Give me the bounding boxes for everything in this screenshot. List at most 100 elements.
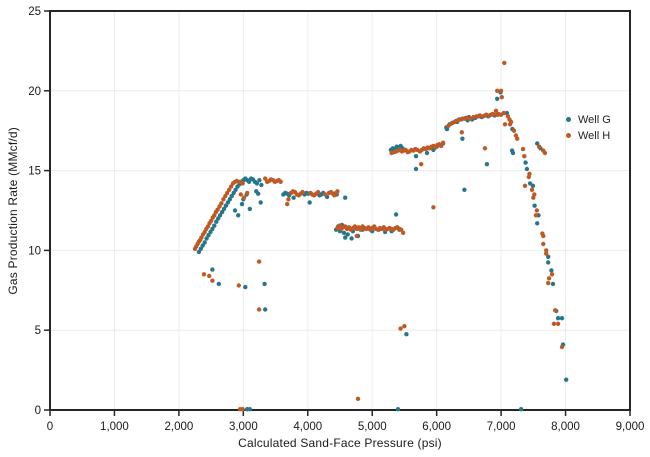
data-point-well-h	[498, 88, 504, 94]
data-point-well-h	[217, 204, 222, 209]
data-point-well-h	[300, 189, 305, 195]
svg-text:9,000: 9,000	[616, 421, 645, 433]
data-point-well-h	[459, 130, 464, 135]
data-point-well-g	[233, 187, 238, 192]
data-point-well-g	[349, 236, 354, 241]
data-point-well-h	[490, 111, 495, 117]
data-point-well-h	[241, 195, 247, 200]
data-point-well-h	[286, 197, 291, 202]
data-point-well-h	[245, 190, 250, 196]
data-point-well-g	[210, 267, 215, 272]
data-point-well-g	[227, 197, 232, 202]
data-point-well-g	[424, 150, 430, 156]
data-point-well-g	[225, 200, 231, 205]
svg-text:10: 10	[28, 245, 41, 257]
data-point-well-h	[541, 241, 546, 247]
y-axis-tick-labels: 0 5 10 15 20 25	[28, 6, 41, 417]
data-point-well-h	[477, 113, 482, 118]
data-point-well-g	[239, 201, 245, 207]
data-point-well-h	[546, 276, 552, 281]
data-point-well-h	[534, 208, 540, 213]
data-point-well-g	[550, 281, 556, 287]
data-point-well-h	[551, 321, 557, 326]
data-point-well-h	[482, 146, 488, 151]
data-point-well-g	[518, 407, 524, 412]
svg-text:0: 0	[35, 405, 41, 417]
data-point-well-g	[484, 162, 490, 167]
legend-label-well-g: Well G	[578, 113, 611, 126]
data-point-well-g	[343, 235, 348, 240]
data-point-well-h	[355, 396, 361, 401]
y-axis-title-wrap: Gas Production Rate (MMcf/d)	[2, 11, 24, 410]
svg-text:15: 15	[28, 166, 41, 178]
data-point-well-h	[223, 193, 228, 199]
data-point-well-g	[214, 219, 219, 224]
data-point-well-h	[515, 136, 520, 141]
well-g-marker-icon	[566, 117, 571, 122]
legend-label-well-h: Well H	[578, 129, 611, 142]
data-point-well-g	[246, 179, 252, 184]
data-point-well-g	[462, 187, 467, 192]
data-point-well-h	[541, 233, 546, 239]
svg-text:4,000: 4,000	[293, 421, 322, 433]
y-axis-title: Gas Production Rate (MMcf/d)	[6, 126, 20, 295]
data-point-well-g	[413, 166, 419, 172]
data-point-well-g	[393, 212, 399, 217]
data-point-well-g	[229, 193, 234, 199]
svg-text:1,000: 1,000	[100, 421, 129, 433]
data-point-well-g	[236, 213, 241, 218]
svg-text:8,000: 8,000	[551, 421, 580, 433]
data-point-well-g	[555, 316, 561, 321]
data-point-well-g	[254, 181, 260, 186]
legend-item-well-h: Well H	[566, 128, 611, 143]
data-point-well-g	[341, 230, 347, 235]
data-point-well-h	[240, 407, 245, 412]
gridlines	[50, 11, 630, 410]
data-point-well-g	[546, 260, 551, 265]
data-point-well-h	[402, 324, 407, 329]
data-point-well-g	[404, 332, 409, 337]
data-point-well-h	[431, 205, 436, 210]
data-point-well-g	[216, 216, 221, 221]
data-point-well-g	[204, 236, 209, 241]
data-point-well-h	[285, 201, 290, 207]
data-point-well-h	[507, 122, 513, 127]
x-axis-tick-labels: 0 1,000 2,000 3,000 4,000 5,000 6,000 7,000 8,00…	[47, 421, 645, 433]
data-point-well-g	[510, 150, 516, 156]
data-point-well-h	[529, 187, 535, 192]
data-point-well-h	[337, 223, 342, 228]
data-point-well-h	[398, 326, 403, 331]
data-point-well-h	[455, 118, 461, 123]
data-point-well-h	[536, 144, 542, 149]
well-h-marker-icon	[566, 133, 571, 138]
data-point-well-h	[238, 192, 243, 197]
data-point-well-g	[223, 203, 229, 208]
data-point-well-h	[522, 183, 528, 188]
data-point-well-h	[207, 273, 212, 279]
data-point-well-g	[546, 254, 551, 259]
data-point-well-h	[236, 283, 241, 288]
data-point-well-h	[532, 192, 537, 197]
data-point-well-h	[419, 162, 424, 167]
svg-text:5: 5	[35, 325, 41, 337]
data-point-well-g	[559, 316, 565, 321]
svg-text:0: 0	[47, 421, 53, 433]
data-point-well-g	[395, 407, 401, 412]
data-point-well-g	[262, 281, 267, 287]
data-point-well-h	[501, 110, 506, 116]
data-point-well-h	[323, 192, 328, 197]
data-point-well-h	[240, 181, 245, 186]
data-point-well-g	[564, 377, 569, 382]
data-point-well-g	[232, 208, 238, 213]
svg-text:5,000: 5,000	[358, 421, 387, 433]
svg-text:3,000: 3,000	[229, 421, 258, 433]
data-point-well-g	[210, 226, 215, 232]
data-point-well-h	[544, 251, 549, 256]
data-point-well-g	[196, 249, 202, 255]
data-point-well-h	[263, 176, 268, 181]
legend: Well G Well H	[566, 112, 611, 143]
plot-frame	[49, 10, 631, 411]
data-point-well-h	[201, 272, 207, 277]
data-point-well-g	[206, 233, 211, 238]
